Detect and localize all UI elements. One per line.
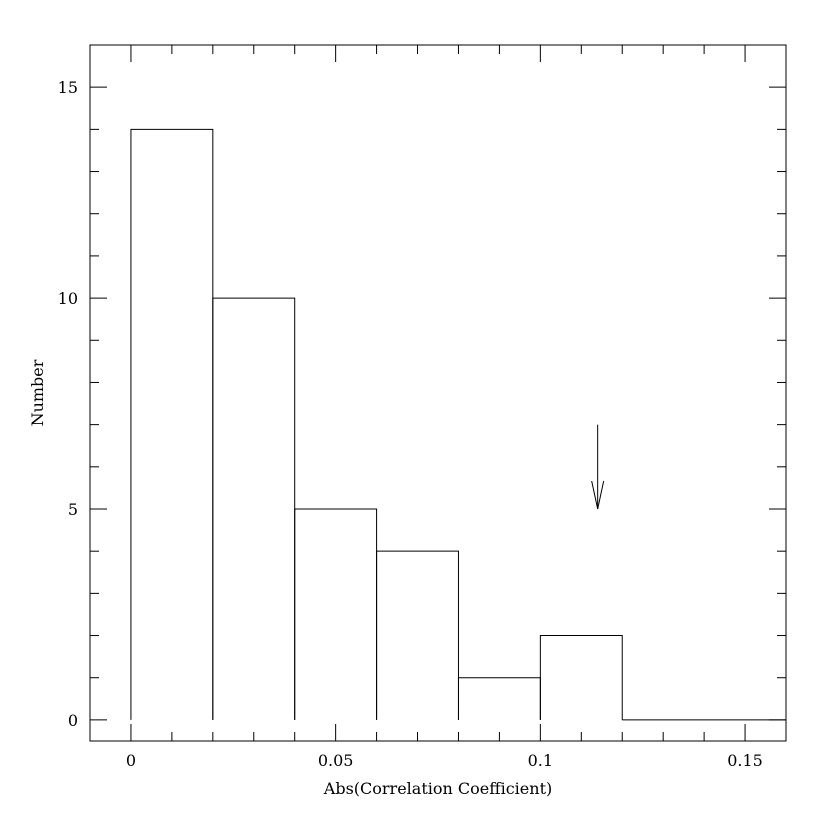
y-tick-label: 15 [58,78,78,97]
histogram-bar [457,677,541,720]
x-tick-label: 0 [126,751,136,770]
x-tick-label: 0.15 [727,751,763,770]
y-tick-label: 0 [68,711,78,730]
plot-frame [89,44,787,742]
x-axis-label: Abs(Correlation Coefficient) [323,779,552,798]
plot-area: 0 0.05 0.1 0.15 0 5 10 15 [58,44,787,770]
histogram-bar [294,508,378,720]
histogram-bar [130,128,214,720]
arrow-head [591,480,605,510]
y-axis-label: Number [28,359,47,426]
y-tick-label: 5 [68,500,78,519]
histogram-bar [539,635,623,720]
histogram-bar [212,297,296,720]
histogram-bar [376,550,459,720]
x-tick-label: 0.1 [528,751,553,770]
y-tick-label: 10 [58,289,78,308]
x-tick-label: 0.05 [318,751,354,770]
